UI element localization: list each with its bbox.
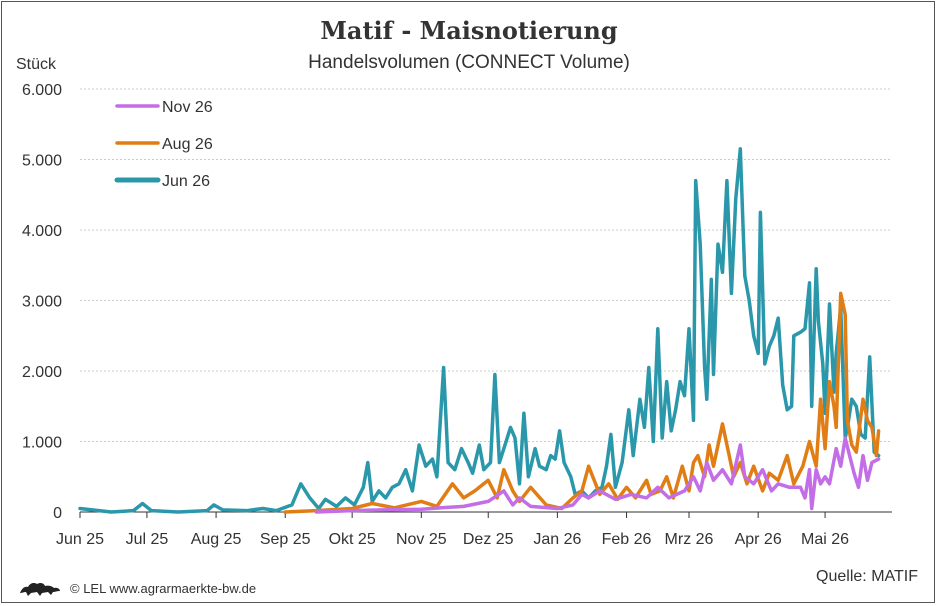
x-tick-label: Mrz 26 xyxy=(665,531,714,548)
series-line-nov-26 xyxy=(314,436,881,514)
x-tick-label: Apr 26 xyxy=(735,531,782,548)
x-tick-label: Mai 26 xyxy=(801,531,849,548)
legend-label: Jun 26 xyxy=(162,173,210,190)
y-axis-unit-label: Stück xyxy=(16,56,57,73)
series-lines xyxy=(78,147,881,514)
grid-lines xyxy=(80,88,892,442)
series-line-jun-26 xyxy=(78,147,881,514)
y-tick-label: 3.000 xyxy=(22,294,62,311)
lion-icon xyxy=(20,582,60,596)
chart-title: Matif - Maisnotierung xyxy=(320,16,618,45)
credit-line: © LEL www.agrarmaerkte-bw.de xyxy=(18,578,256,598)
x-tick-label: Nov 25 xyxy=(396,531,447,548)
legend-label: Nov 26 xyxy=(162,99,213,116)
y-tick-label: 6.000 xyxy=(22,82,62,99)
x-tick-label: Aug 25 xyxy=(191,531,242,548)
y-tick-label: 0 xyxy=(53,505,62,522)
x-tick-label: Okt 25 xyxy=(329,531,376,548)
x-tick-label: Jun 25 xyxy=(56,531,104,548)
x-tick-label: Feb 26 xyxy=(602,531,652,548)
y-axis-ticks: 0 1.000 2.000 3.000 4.000 5.000 6.000 xyxy=(22,82,62,522)
x-tick-label: Jan 26 xyxy=(533,531,581,548)
series-line-aug-26 xyxy=(283,291,881,514)
chart-subtitle: Handelsvolumen (CONNECT Volume) xyxy=(308,52,630,73)
legend: Nov 26 Aug 26 Jun 26 xyxy=(114,99,213,190)
x-tick-label: Jul 25 xyxy=(126,531,169,548)
x-axis-ticks: Jun 25 Jul 25 Aug 25 Sep 25 Okt 25 Nov 25 Dez … xyxy=(56,511,892,548)
x-tick-label: Sep 25 xyxy=(260,531,311,548)
legend-label: Aug 26 xyxy=(162,136,213,153)
y-tick-label: 1.000 xyxy=(22,435,62,452)
credit-text: © LEL www.agrarmaerkte-bw.de xyxy=(70,580,257,596)
source-label: Quelle: MATIF xyxy=(816,568,918,585)
y-tick-label: 2.000 xyxy=(22,364,62,381)
y-tick-label: 4.000 xyxy=(22,223,62,240)
x-tick-label: Dez 25 xyxy=(463,531,514,548)
y-tick-label: 5.000 xyxy=(22,153,62,170)
